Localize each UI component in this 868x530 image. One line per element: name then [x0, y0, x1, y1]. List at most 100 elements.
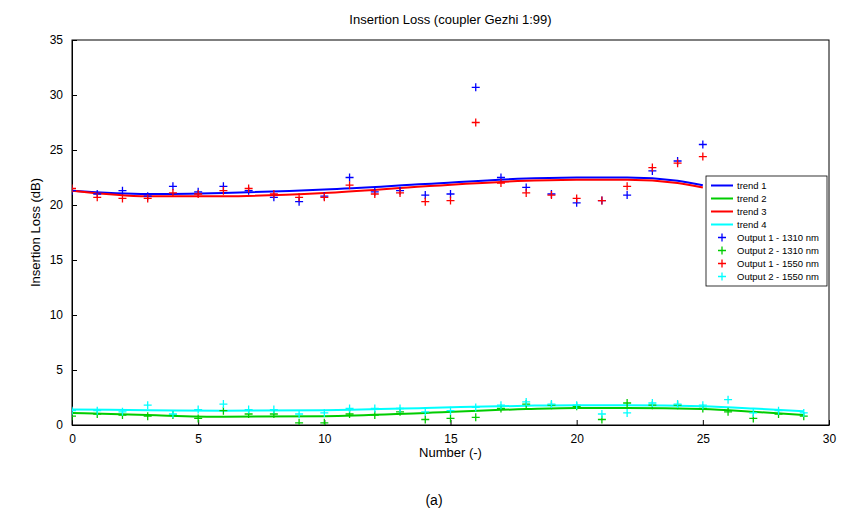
data-point — [346, 174, 354, 182]
data-point — [547, 400, 555, 408]
data-point — [547, 191, 555, 199]
data-point — [472, 83, 480, 91]
legend-swatch — [718, 260, 726, 268]
data-point — [749, 409, 757, 417]
data-point — [245, 406, 253, 414]
y-axis-title: Insertion Loss (dB) — [28, 178, 43, 287]
x-axis-title: Number (-) — [419, 445, 482, 460]
y-tick-label: 30 — [50, 88, 64, 102]
data-point — [320, 409, 328, 417]
data-point — [421, 198, 429, 206]
legend-swatch — [711, 198, 733, 200]
legend-label: Output 1 - 1550 nm — [737, 258, 819, 269]
data-point — [219, 400, 227, 408]
y-tick: 20 — [50, 198, 77, 212]
data-point — [194, 190, 202, 198]
data-point — [270, 190, 278, 198]
x-tick-label: 10 — [318, 432, 332, 446]
background — [0, 0, 868, 530]
y-tick: 0 — [56, 418, 77, 432]
y-tick-mark — [72, 40, 77, 41]
y-tick-label: 25 — [50, 143, 64, 157]
data-point — [573, 401, 581, 409]
data-point — [320, 193, 328, 201]
chart-title: Insertion Loss (coupler Gezhi 1:99) — [349, 12, 551, 27]
legend-swatch — [711, 185, 733, 187]
x-tick-label: 20 — [570, 432, 584, 446]
legend-box — [706, 176, 827, 286]
data-point — [194, 414, 202, 422]
data-point — [219, 187, 227, 195]
data-point — [699, 153, 707, 161]
data-point — [472, 119, 480, 127]
y-tick-label: 10 — [50, 308, 64, 322]
data-point — [295, 193, 303, 201]
y-tick-mark — [72, 425, 77, 426]
data-point — [421, 416, 429, 424]
trend-line — [72, 405, 804, 411]
data-point — [144, 194, 152, 202]
x-tick: 25 — [697, 420, 711, 446]
data-point — [346, 181, 354, 189]
y-axis: 05101520253035 — [50, 33, 77, 432]
data-point — [245, 185, 253, 193]
data-point — [724, 408, 732, 416]
legend-swatch — [711, 224, 733, 226]
legend-swatch — [718, 273, 726, 281]
data-point — [573, 194, 581, 202]
data-point — [623, 409, 631, 417]
data-point — [144, 412, 152, 420]
data-point — [447, 414, 455, 422]
data-point — [118, 408, 126, 416]
data-point — [800, 409, 808, 417]
y-tick-mark — [72, 370, 77, 371]
legend-swatch — [718, 234, 726, 242]
y-tick-label: 20 — [50, 198, 64, 212]
legend-swatch — [718, 247, 726, 255]
data-point — [295, 419, 303, 425]
y-tick: 5 — [56, 363, 77, 377]
data-point — [194, 406, 202, 414]
data-point — [396, 189, 404, 197]
data-point — [447, 197, 455, 205]
data-point — [320, 419, 328, 425]
data-point — [674, 159, 682, 167]
y-tick-label: 5 — [56, 363, 63, 377]
data-point — [118, 187, 126, 195]
data-point — [522, 189, 530, 197]
chart: 05101520253005101520253035Insertion Loss… — [0, 0, 868, 530]
y-tick: 35 — [50, 33, 77, 47]
data-point — [346, 405, 354, 413]
x-tick: 20 — [570, 420, 584, 446]
data-point — [699, 141, 707, 149]
x-tick: 15 — [444, 420, 458, 446]
x-tick-mark — [577, 420, 578, 425]
data-point — [598, 197, 606, 205]
data-point — [72, 407, 76, 415]
data-point — [472, 403, 480, 411]
y-tick-label: 35 — [50, 33, 64, 47]
data-point — [623, 182, 631, 190]
x-tick-label: 25 — [697, 432, 711, 446]
data-point — [522, 398, 530, 406]
x-tick: 10 — [318, 420, 332, 446]
data-point — [775, 407, 783, 415]
data-point — [93, 407, 101, 415]
x-tick-label: 15 — [444, 432, 458, 446]
x-tick: 5 — [195, 420, 202, 446]
data-point — [497, 401, 505, 409]
x-tick-label: 0 — [69, 432, 76, 446]
data-point — [295, 410, 303, 418]
data-point — [447, 407, 455, 415]
plot-frame — [72, 40, 829, 425]
legend-label: trend 3 — [737, 206, 767, 217]
data-point — [270, 406, 278, 414]
data-point — [497, 179, 505, 187]
data-point — [371, 190, 379, 198]
trend-line — [72, 180, 703, 197]
y-tick-mark — [72, 205, 77, 206]
data-point — [472, 413, 480, 421]
legend-label: Output 2 - 1550 nm — [737, 271, 819, 282]
data-point — [598, 197, 606, 205]
trend-line — [72, 408, 804, 417]
